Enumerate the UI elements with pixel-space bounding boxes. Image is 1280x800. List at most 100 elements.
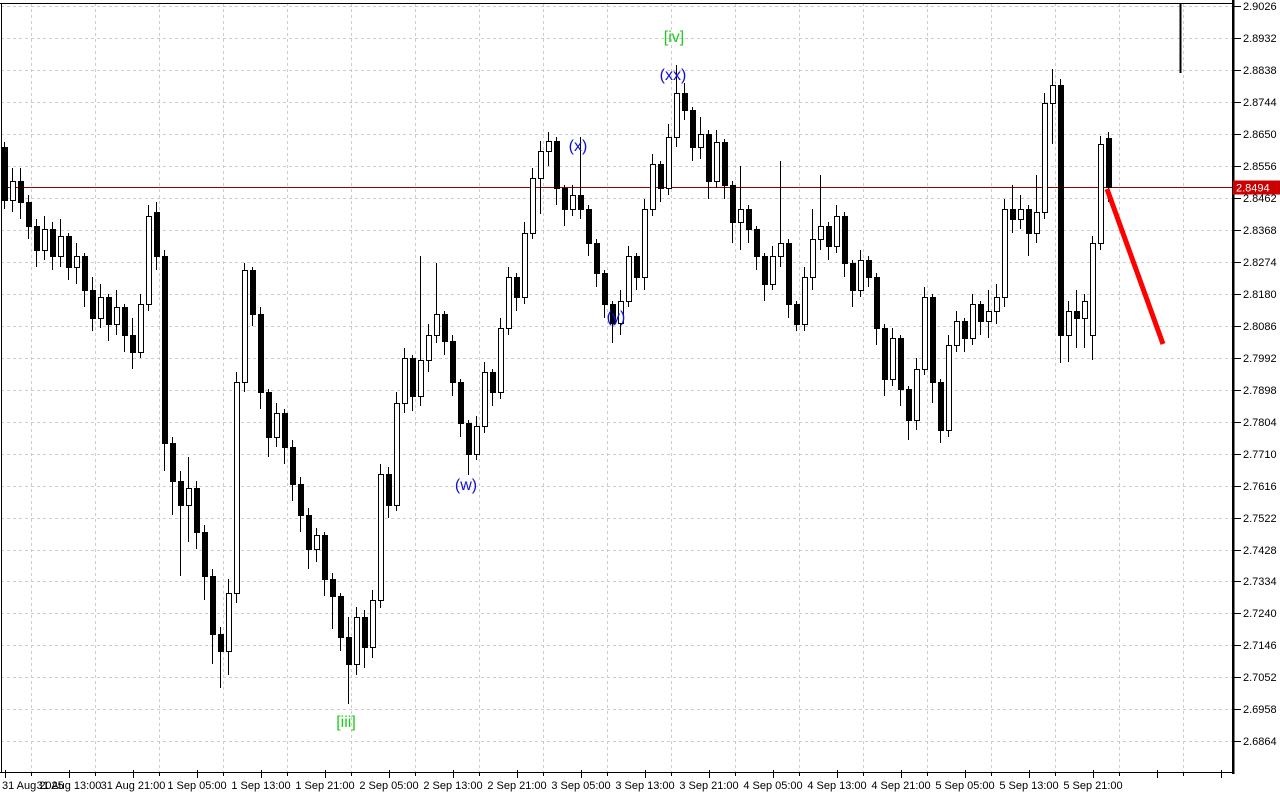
- trend-projection-line[interactable]: [1104, 188, 1166, 345]
- candle: [962, 318, 968, 352]
- candle: [10, 168, 16, 212]
- wave-label[interactable]: (x): [569, 138, 588, 155]
- candle: [202, 525, 208, 600]
- candle-body-bull: [674, 93, 680, 138]
- candle: [346, 617, 352, 704]
- candle-body-bull: [186, 488, 192, 506]
- wave-label[interactable]: [iv]: [664, 29, 684, 46]
- candle-body-bear: [282, 413, 288, 448]
- candle: [1002, 199, 1008, 307]
- candle-body-bull: [114, 307, 120, 325]
- candle: [458, 379, 464, 437]
- candle-body-bear: [786, 243, 792, 305]
- candle: [138, 294, 144, 358]
- candle-body-bear: [866, 260, 872, 278]
- candle-body-bear: [1010, 209, 1016, 220]
- candle-body-bull: [986, 311, 992, 322]
- candle: [2, 142, 8, 209]
- candle-body-bull: [650, 164, 656, 210]
- candle-body-bear: [34, 226, 40, 251]
- candle-body-bear: [882, 328, 888, 380]
- candle-body-bull: [42, 229, 48, 251]
- candle: [522, 222, 528, 304]
- candle-body-bear: [50, 229, 56, 257]
- candle: [306, 508, 312, 569]
- candle-body-bear: [842, 216, 848, 264]
- candle-body-bull: [530, 178, 536, 234]
- candle: [610, 301, 616, 343]
- candle-body-bull: [994, 297, 1000, 312]
- candle-body-bear: [682, 93, 688, 111]
- candle-body-bear: [794, 304, 800, 325]
- candle-body-bear: [386, 474, 392, 506]
- candle: [546, 132, 552, 166]
- candle-body-bear: [250, 270, 256, 315]
- candle-body-bear: [450, 341, 456, 383]
- candle-body-bull: [242, 270, 248, 383]
- candle-body-bear: [978, 304, 984, 322]
- candle-body-bear: [610, 304, 616, 324]
- candle-body-bull: [954, 321, 960, 346]
- candle: [658, 161, 664, 202]
- candle-body-bear: [26, 202, 32, 227]
- price-tick-label: 2.8932: [1243, 33, 1277, 45]
- candle: [698, 117, 704, 159]
- wave-label[interactable]: (w): [455, 477, 477, 494]
- candle-body-bear: [634, 256, 640, 278]
- wave-label[interactable]: (y): [607, 309, 626, 326]
- candle: [114, 290, 120, 335]
- candle: [770, 246, 776, 290]
- time-tick-label: 3 Sep 13:00: [615, 780, 674, 792]
- candle-body-bear: [154, 212, 160, 257]
- candle: [178, 471, 184, 576]
- candle-body-bear: [826, 226, 832, 247]
- candle: [514, 273, 520, 311]
- elliott-wave-labels[interactable]: [iv] (xx) (x) (y) (w) [iii]: [336, 29, 686, 731]
- candle-body-bear: [106, 297, 112, 325]
- candle-body-bear: [258, 314, 264, 393]
- candle-body-bear: [202, 532, 208, 577]
- candle-body-bull: [474, 426, 480, 455]
- candle-body-bull: [1042, 103, 1048, 213]
- candle-body-bull: [1002, 209, 1008, 298]
- candle: [154, 202, 160, 270]
- candle-body-bull: [922, 297, 928, 370]
- candle-body-bull: [666, 137, 672, 189]
- price-tick-label: 2.8368: [1243, 225, 1277, 237]
- candle-body-bull: [858, 260, 864, 291]
- candle-body-bear: [730, 185, 736, 223]
- candle-body-bear: [90, 290, 96, 319]
- time-tick-label: 1 Sep 13:00: [231, 780, 290, 792]
- candle-body-bear: [594, 243, 600, 274]
- wave-label[interactable]: (xx): [660, 67, 687, 84]
- price-axis[interactable]: 2.9026 2.8932 2.8838 2.8744 2.8650 2.8556 2.84…: [1234, 1, 1277, 748]
- candle: [986, 290, 992, 338]
- price-tick-label: 2.7710: [1243, 449, 1277, 461]
- candle: [450, 335, 456, 396]
- candle: [762, 253, 768, 301]
- price-axis-line: [1232, 0, 1235, 774]
- time-tick-label: 1 Sep 05:00: [167, 780, 226, 792]
- candle-body-bear: [218, 634, 224, 652]
- bid-tag-bg: [1233, 180, 1280, 195]
- candle: [954, 311, 960, 352]
- candle-body-bull: [234, 382, 240, 594]
- price-tick-label: 2.8462: [1243, 193, 1277, 205]
- candle-body-bull: [1090, 243, 1096, 336]
- candle-body-bull: [914, 369, 920, 421]
- candle-body-bull: [314, 535, 320, 550]
- candle-body-bear: [322, 535, 328, 580]
- candle-body-bear: [578, 195, 584, 210]
- candle-body-bull: [506, 277, 512, 329]
- candle: [394, 392, 400, 511]
- candle-body-bull: [418, 360, 424, 397]
- candle-body-bear: [466, 423, 472, 455]
- candle: [18, 168, 24, 219]
- wave-label[interactable]: [iii]: [336, 714, 356, 731]
- candle: [506, 267, 512, 335]
- candle-body-bull: [226, 593, 232, 652]
- candle-body-bull: [138, 304, 144, 353]
- candle-body-bear: [1106, 138, 1112, 188]
